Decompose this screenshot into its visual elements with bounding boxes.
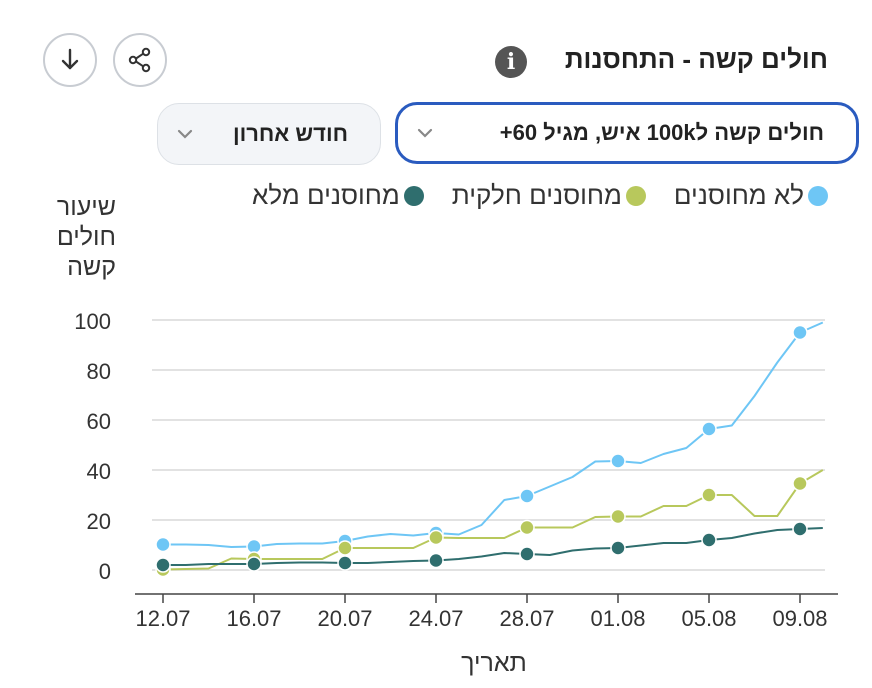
- metric-select-value: חולים קשה ל100k איש, מגיל 60+: [499, 120, 824, 145]
- x-axis-title: תאריך: [461, 649, 527, 677]
- data-point-full: [519, 546, 535, 562]
- download-button[interactable]: [43, 33, 97, 87]
- share-button[interactable]: [113, 33, 167, 87]
- chart-title: חולים קשה - התחסנות: [564, 44, 828, 74]
- legend-label: מחוסנים חלקית: [451, 180, 622, 210]
- period-select[interactable]: חודש אחרון: [157, 103, 381, 165]
- data-point-partial: [428, 529, 444, 546]
- data-point-unvaccinated: [519, 488, 535, 504]
- y-axis-label: שיעור חולים קשה: [56, 193, 116, 281]
- y-tick-label: 20: [87, 509, 111, 534]
- data-point-partial: [519, 519, 535, 536]
- y-tick-label: 80: [87, 359, 111, 384]
- data-point-partial: [701, 487, 717, 503]
- x-tick-label: 12.07: [135, 606, 190, 631]
- data-point-unvaccinated: [701, 421, 717, 437]
- data-point-unvaccinated: [155, 536, 171, 553]
- x-tick-label: 01.08: [590, 606, 645, 631]
- chevron-down-icon: [177, 129, 193, 139]
- y-tick-label: 100: [74, 309, 111, 334]
- x-tick-label: 05.08: [681, 606, 736, 631]
- data-point-full: [701, 532, 717, 548]
- y-tick-label: 40: [87, 459, 111, 484]
- legend-swatch: [625, 185, 646, 206]
- data-point-partial: [792, 475, 808, 492]
- data-point-full: [610, 540, 626, 556]
- x-tick-label: 09.08: [772, 606, 827, 631]
- chart-legend: לא מחוסנים מחוסנים חלקית מחוסנים מלא: [252, 180, 828, 211]
- chevron-down-icon: [417, 128, 433, 138]
- legend-label: לא מחוסנים: [673, 180, 804, 210]
- data-point-unvaccinated: [792, 324, 808, 341]
- legend-item-full[interactable]: מחוסנים מלא: [252, 180, 424, 211]
- data-point-full: [792, 521, 808, 537]
- legend-item-partial[interactable]: מחוסנים חלקית: [452, 180, 646, 211]
- data-point-unvaccinated: [610, 453, 626, 469]
- data-point-full: [155, 557, 171, 573]
- legend-swatch: [808, 185, 828, 206]
- data-point-full: [428, 552, 444, 569]
- y-tick-label: 60: [87, 409, 111, 434]
- series-line-unvaccinated: [163, 321, 824, 548]
- legend-swatch: [403, 185, 424, 206]
- legend-label: מחוסנים מלא: [252, 180, 400, 210]
- share-icon: [128, 47, 151, 73]
- x-tick-label: 20.07: [317, 606, 372, 631]
- data-point-partial: [337, 540, 353, 556]
- data-point-full: [246, 556, 262, 572]
- period-select-value: חודש אחרון: [232, 121, 348, 146]
- x-tick-label: 24.07: [408, 606, 463, 631]
- data-point-partial: [610, 508, 626, 525]
- legend-item-unvaccinated[interactable]: לא מחוסנים: [674, 180, 828, 211]
- x-tick-label: 16.07: [226, 606, 281, 631]
- download-icon: [61, 48, 79, 70]
- data-point-full: [337, 555, 353, 571]
- info-icon[interactable]: i: [495, 46, 527, 78]
- x-tick-label: 28.07: [499, 606, 554, 631]
- metric-select[interactable]: חולים קשה ל100k איש, מגיל 60+: [395, 102, 859, 164]
- y-tick-label: 0: [99, 559, 111, 584]
